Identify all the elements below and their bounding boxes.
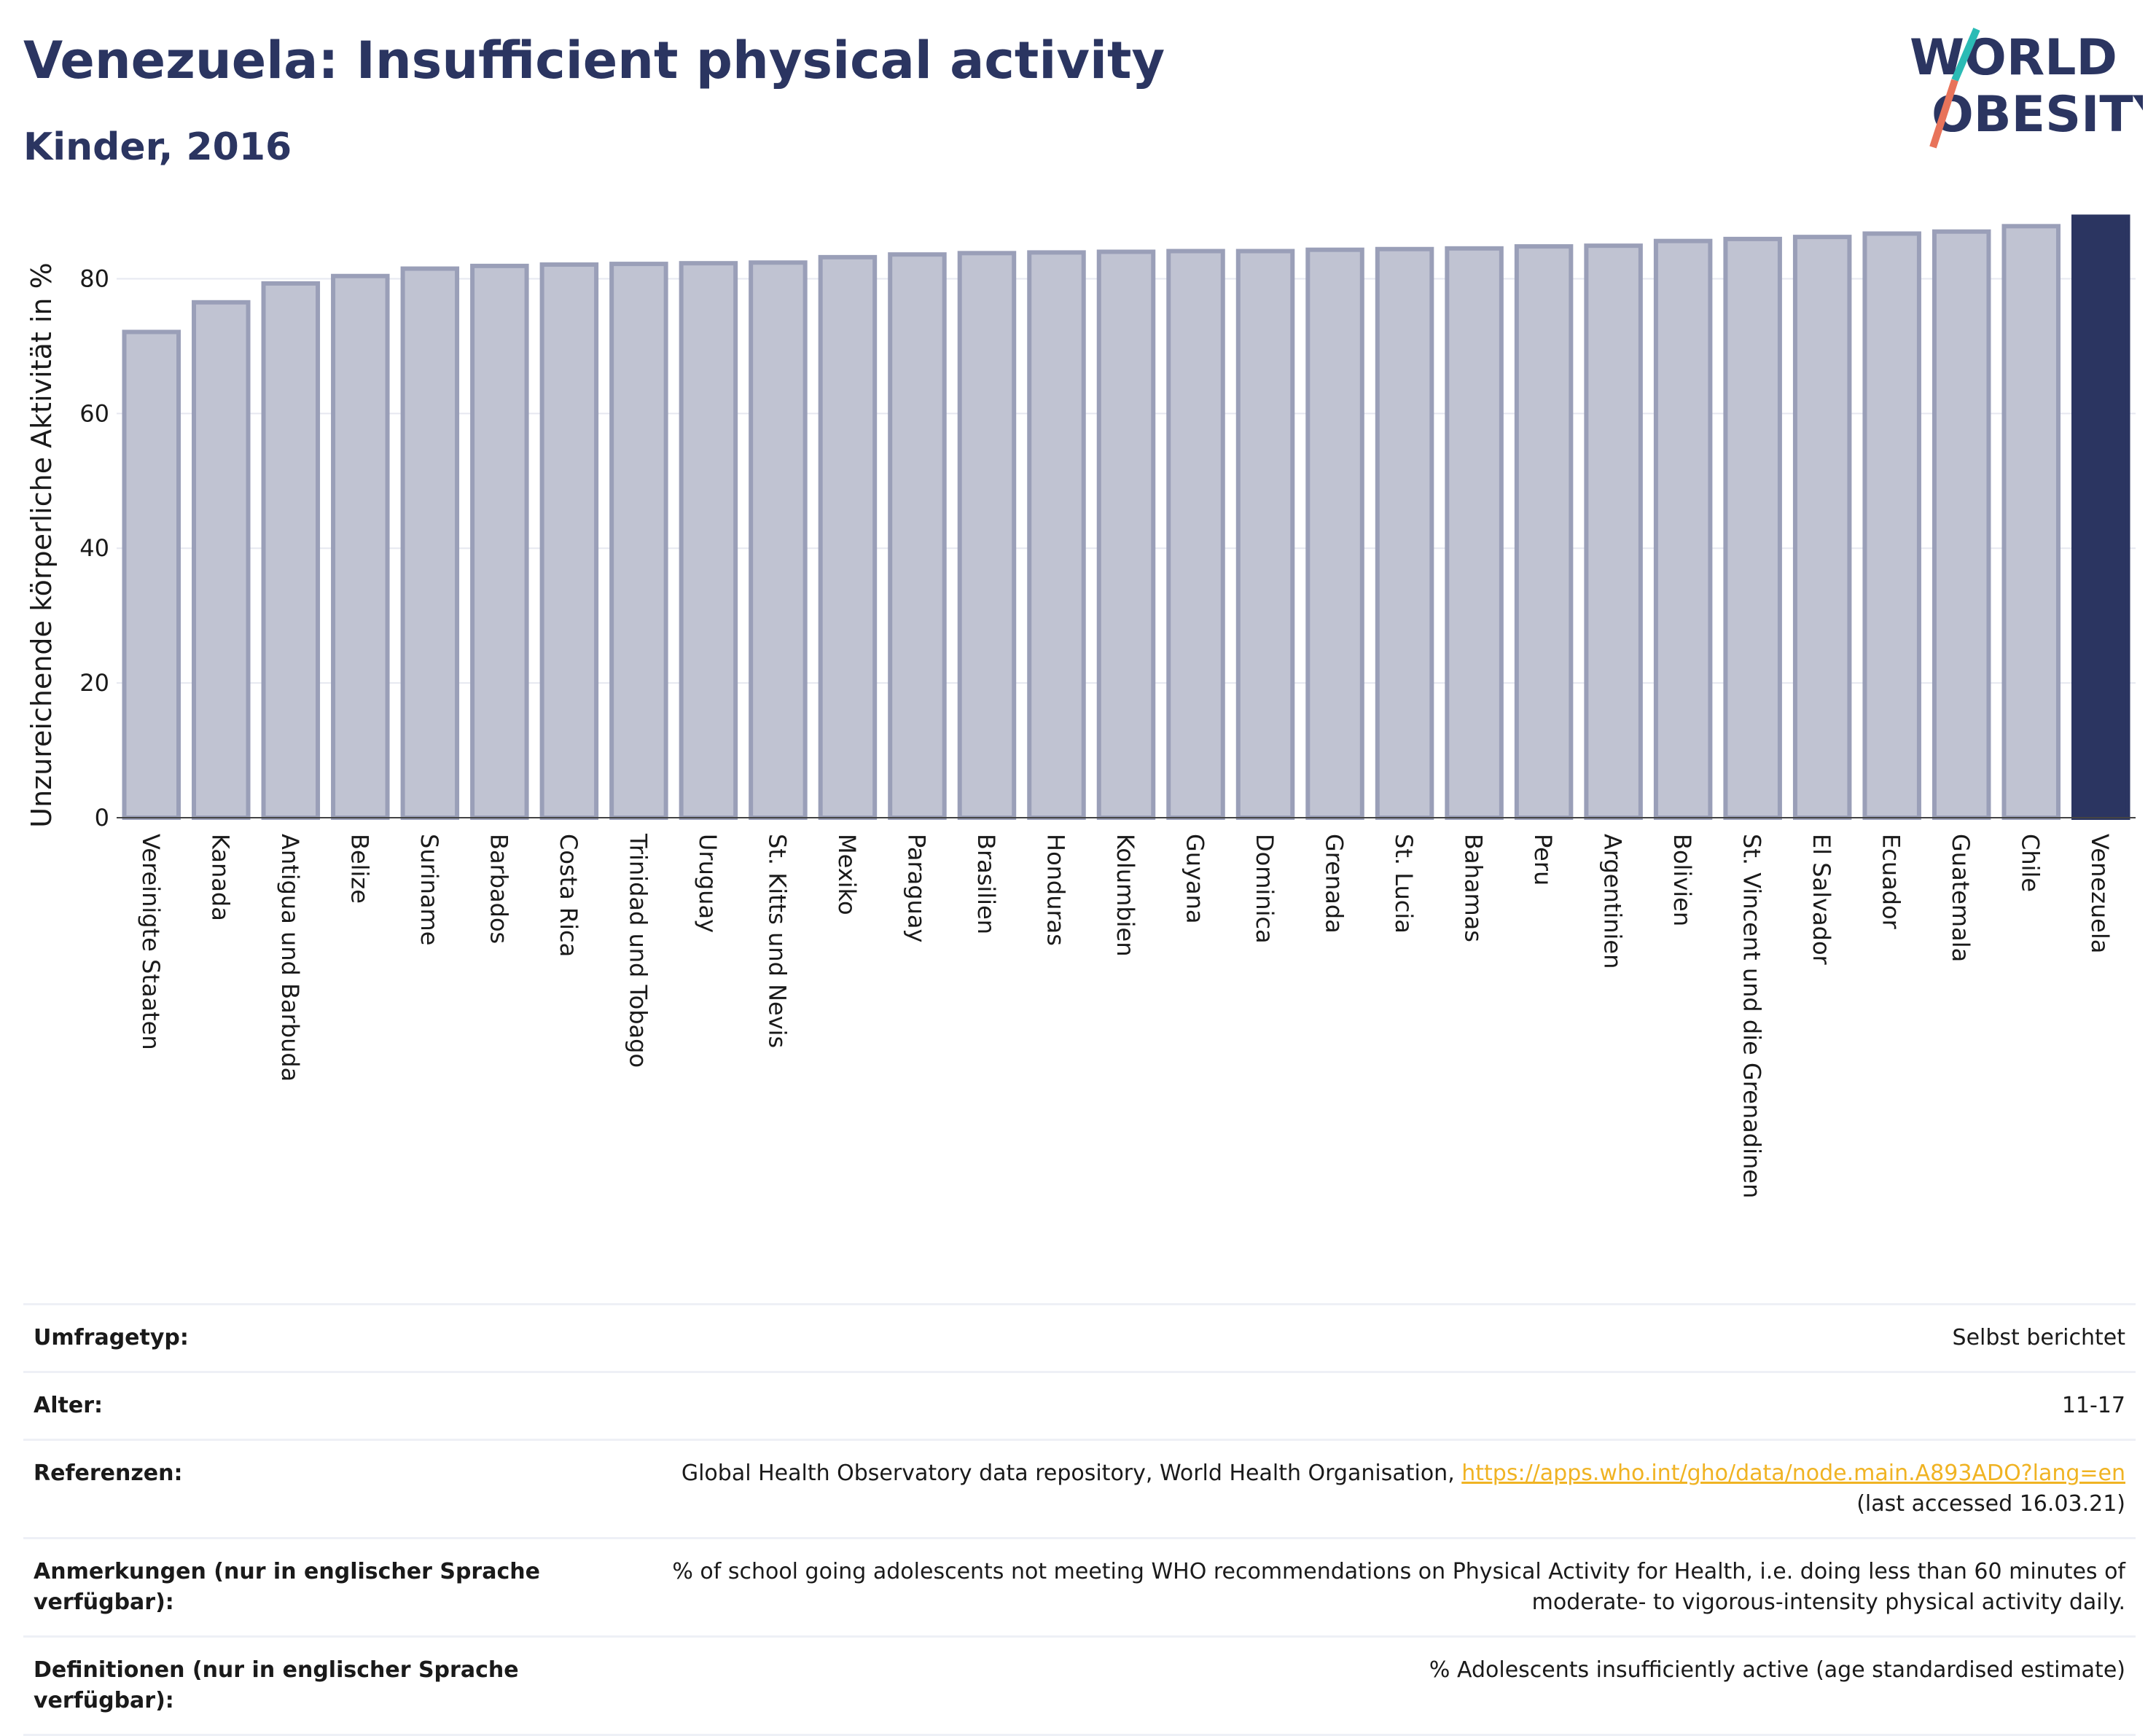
x-tick-label: St. Vincent und die Grenadinen xyxy=(1738,834,1766,1198)
bar-antigua-und-barbuda xyxy=(261,281,321,821)
info-row: Alter: 11-17 xyxy=(23,1371,2136,1440)
x-tick-label: Honduras xyxy=(1042,834,1069,946)
info-row: Definitionen (nur in englischer Sprache … xyxy=(23,1635,2136,1736)
bar-peru xyxy=(1514,244,1574,820)
y-axis-ticks: 0 20 40 60 80 xyxy=(79,265,109,832)
info-label: Umfragetyp: xyxy=(23,1303,554,1372)
y-tick-label: 60 xyxy=(79,399,109,427)
info-row: Anmerkungen (nur in englischer Sprache v… xyxy=(23,1537,2136,1637)
bar-dominica xyxy=(1235,249,1295,820)
x-tick-label: Dominica xyxy=(1251,834,1278,944)
y-tick-label: 0 xyxy=(95,804,109,832)
x-tick-label: St. Kitts und Nevis xyxy=(763,834,791,1048)
x-tick-label: Belize xyxy=(345,834,373,904)
x-tick-label: Brasilien xyxy=(972,834,1000,934)
info-label: Alter: xyxy=(23,1371,554,1440)
x-axis-labels: Vereinigte Staaten Kanada Antigua und Barb… xyxy=(137,833,2114,1198)
bar-uruguay xyxy=(679,261,738,820)
logo-line1: WORLD xyxy=(1910,29,2117,87)
y-axis-title: Unzureichende körperliche Aktivität in % xyxy=(26,262,58,827)
bar-kanada xyxy=(192,300,251,820)
x-tick-label: Trinidad und Tobago xyxy=(624,833,652,1068)
bar-belize xyxy=(331,273,390,821)
bar-chart: 0 20 40 60 80 Vereinigte Staaten Kanada Antigu… xyxy=(26,214,2136,1198)
x-tick-label: Venezuela xyxy=(2086,834,2114,953)
x-tick-label: Argentinien xyxy=(1599,834,1627,969)
x-tick-label: Suriname xyxy=(415,834,443,945)
info-value: Global Health Observatory data repositor… xyxy=(554,1439,2136,1538)
x-tick-label: Guatemala xyxy=(1947,834,1975,962)
x-tick-label: Ecuador xyxy=(1878,834,1905,930)
info-row: Umfragetyp: Selbst berichtet xyxy=(23,1303,2136,1372)
bar-vereinigte-staaten xyxy=(122,329,181,820)
bar-suriname xyxy=(400,266,460,821)
x-tick-label: Uruguay xyxy=(694,834,722,933)
bar-mexiko xyxy=(818,254,878,820)
logo-line2: OBESITY xyxy=(1932,86,2143,144)
bar-paraguay xyxy=(888,252,947,821)
reference-link[interactable]: https://apps.who.int/gho/data/node.main.… xyxy=(1461,1461,2125,1486)
x-tick-label: Grenada xyxy=(1321,834,1348,934)
y-tick-label: 80 xyxy=(79,265,109,292)
info-label: Anmerkungen (nur in englischer Sprache v… xyxy=(23,1537,554,1637)
bar-argentinien xyxy=(1584,243,1643,820)
page-title: Venezuela: Insufficient physical activit… xyxy=(23,31,1165,90)
info-row: Referenzen: Global Health Observatory dat… xyxy=(23,1439,2136,1538)
y-tick-label: 20 xyxy=(79,669,109,697)
logo-slash-bottom xyxy=(1929,79,1958,149)
info-value: % of school going adolescents not meetin… xyxy=(554,1537,2136,1637)
bar-bolivien xyxy=(1653,238,1713,821)
info-label: Definitionen (nur in englischer Sprache … xyxy=(23,1635,554,1736)
bar-honduras xyxy=(1027,250,1086,820)
x-tick-label: Chile xyxy=(2017,834,2044,892)
x-tick-label: St. Lucia xyxy=(1390,834,1418,934)
x-tick-label: El Salvador xyxy=(1808,834,1835,966)
x-tick-label: Barbados xyxy=(485,834,512,944)
x-tick-label: Kanada xyxy=(206,834,234,921)
bar-guyana xyxy=(1166,249,1225,820)
x-tick-label: Antigua und Barbuda xyxy=(276,834,304,1082)
x-tick-label: Bolivien xyxy=(1668,834,1696,926)
bars xyxy=(122,214,2130,821)
x-tick-label: Bahamas xyxy=(1460,834,1488,942)
y-tick-label: 40 xyxy=(79,534,109,562)
x-tick-label: Guyana xyxy=(1181,834,1209,924)
bar-grenada xyxy=(1305,247,1364,820)
bar-st-vincent-und-die-grenadinen xyxy=(1723,236,1782,820)
bar-trinidad-und-tobago xyxy=(609,262,668,820)
bar-brasilien xyxy=(957,251,1017,820)
x-tick-label: Peru xyxy=(1529,834,1557,885)
bar-guatemala xyxy=(1932,229,1991,820)
info-value: Selbst berichtet xyxy=(554,1303,2136,1372)
world-obesity-logo: WORLD OBESITY xyxy=(1910,28,2143,149)
bar-costa-rica xyxy=(539,262,599,820)
logo-slash-top xyxy=(1951,28,1980,82)
bar-barbados xyxy=(470,263,529,820)
bar-chile xyxy=(2001,224,2061,820)
info-table: Umfragetyp: Selbst berichtet Alter: 11-17 Re… xyxy=(23,1303,2136,1736)
bar-st-kitts-und-nevis xyxy=(749,260,808,821)
x-tick-label: Mexiko xyxy=(833,834,861,915)
info-label: Referenzen: xyxy=(23,1439,554,1538)
x-tick-label: Vereinigte Staaten xyxy=(137,834,165,1050)
bar-bahamas xyxy=(1445,246,1504,821)
bar-venezuela xyxy=(2071,214,2130,820)
x-tick-label: Costa Rica xyxy=(555,834,582,957)
page-subtitle: Kinder, 2016 xyxy=(23,125,292,169)
bar-st-lucia xyxy=(1375,246,1434,821)
x-tick-label: Kolumbien xyxy=(1112,834,1139,956)
info-value: 11-17 xyxy=(554,1371,2136,1440)
bar-el-salvador xyxy=(1792,235,1852,820)
x-tick-label: Paraguay xyxy=(902,834,930,942)
info-value: % Adolescents insufficiently active (age… xyxy=(554,1635,2136,1736)
bar-kolumbien xyxy=(1096,249,1156,820)
bar-ecuador xyxy=(1862,231,1921,820)
